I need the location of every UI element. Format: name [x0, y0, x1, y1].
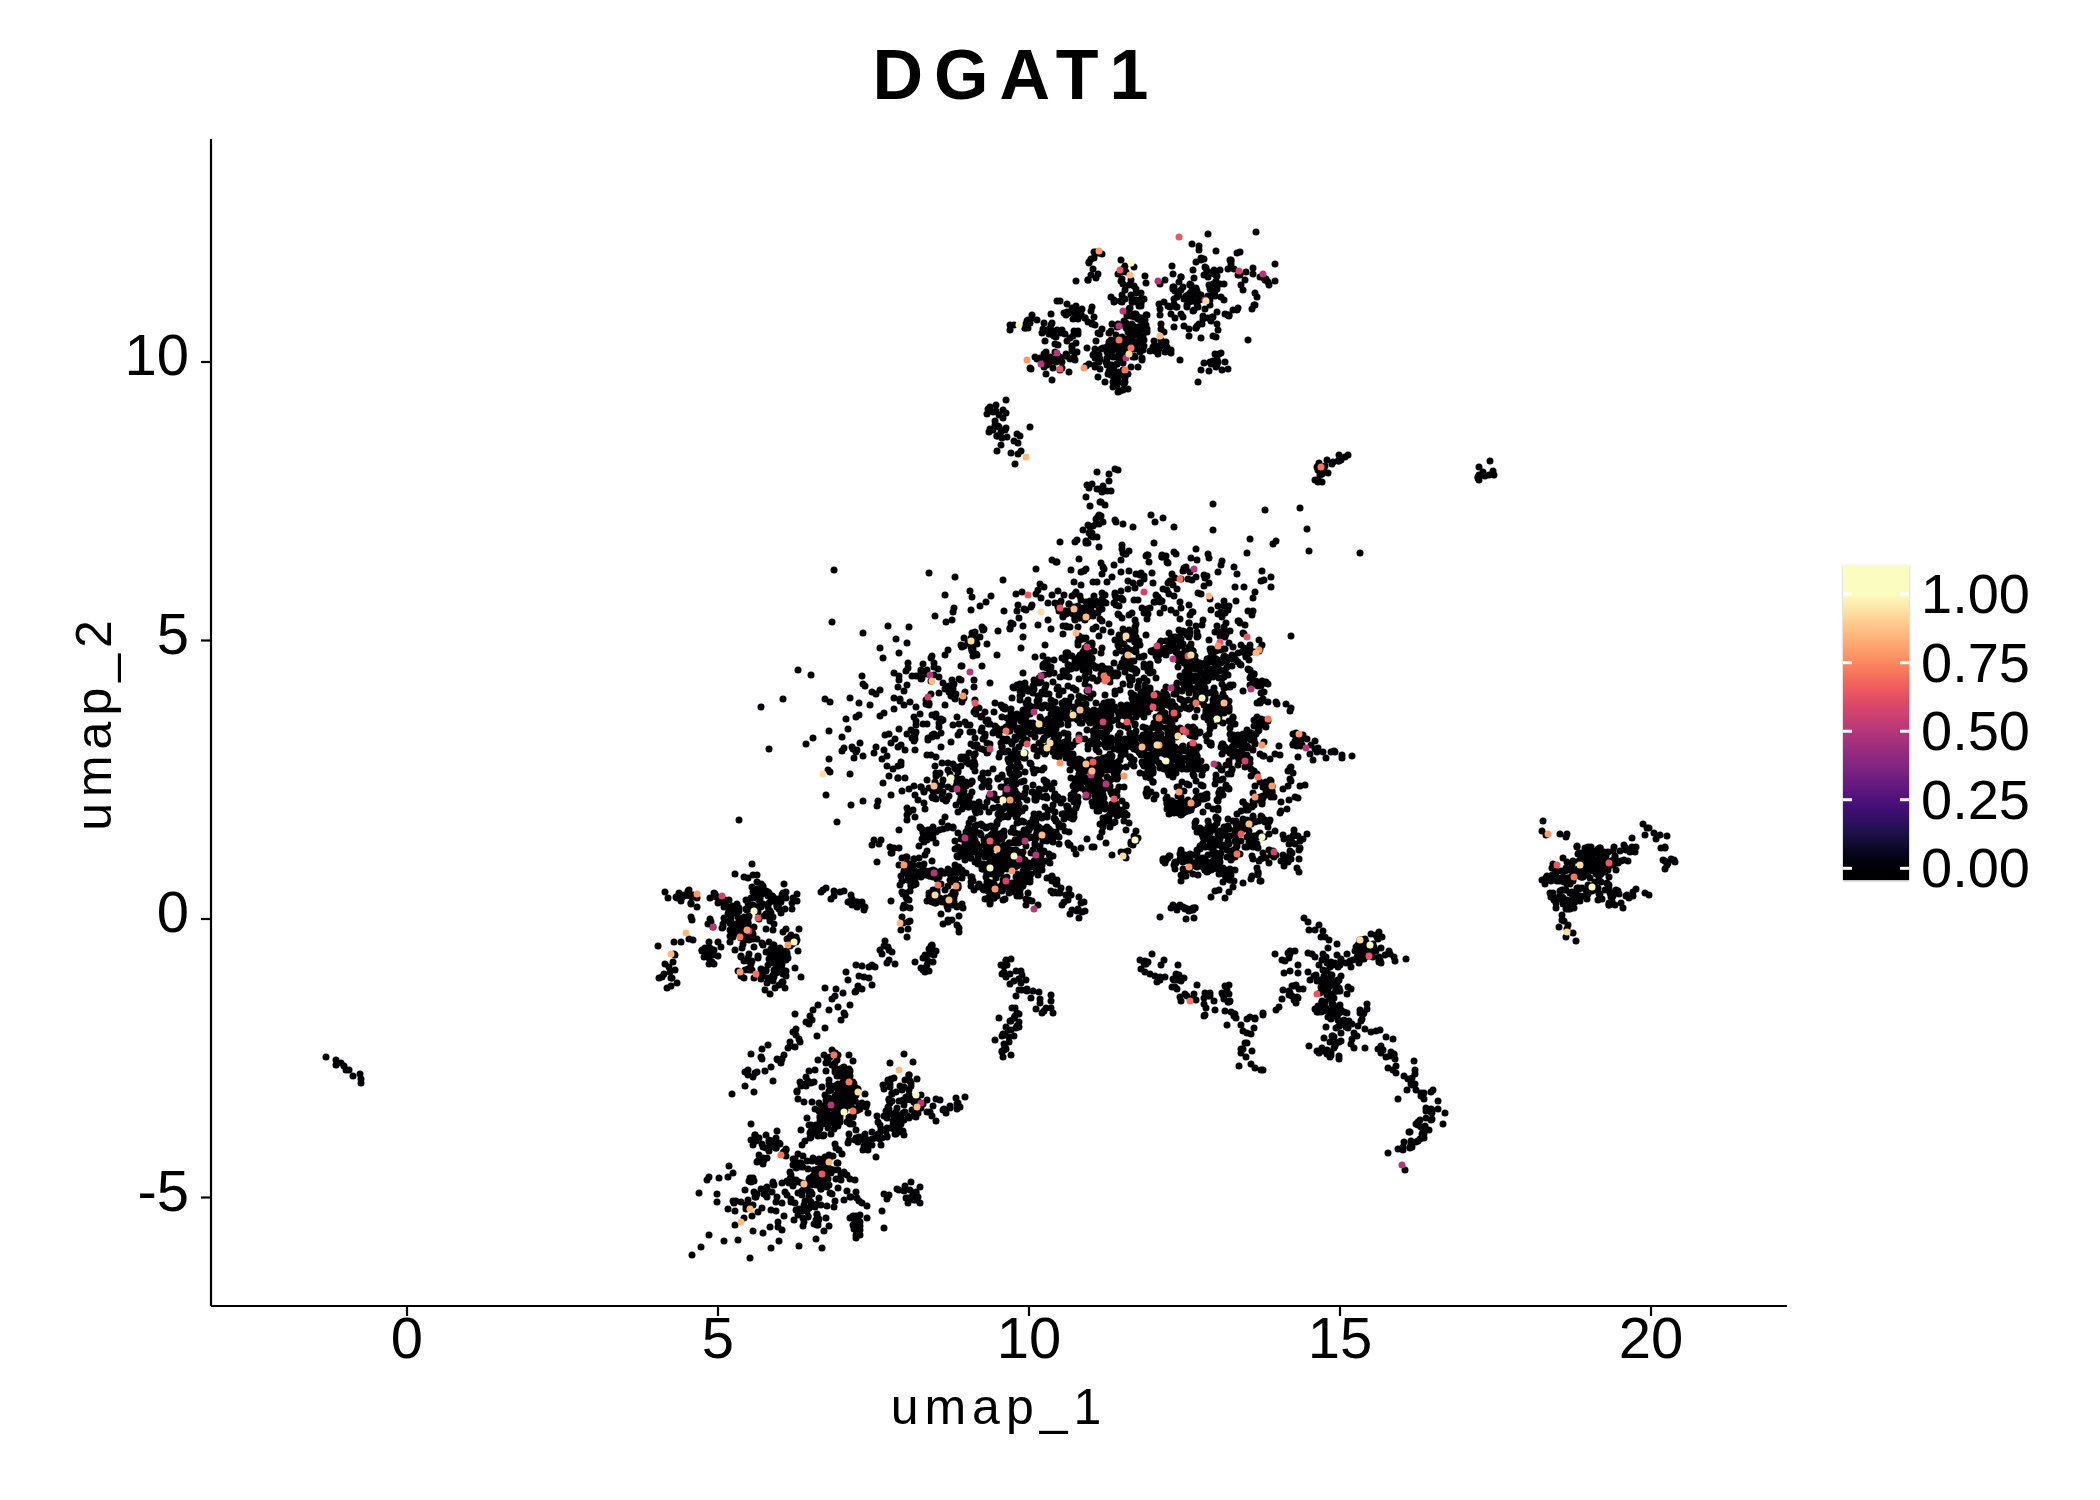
svg-text:0.50: 0.50 — [1921, 699, 2030, 762]
svg-text:0.75: 0.75 — [1921, 631, 2030, 694]
svg-text:0.25: 0.25 — [1921, 768, 2030, 831]
svg-text:0.00: 0.00 — [1921, 836, 2030, 899]
svg-text:1.00: 1.00 — [1921, 562, 2030, 625]
